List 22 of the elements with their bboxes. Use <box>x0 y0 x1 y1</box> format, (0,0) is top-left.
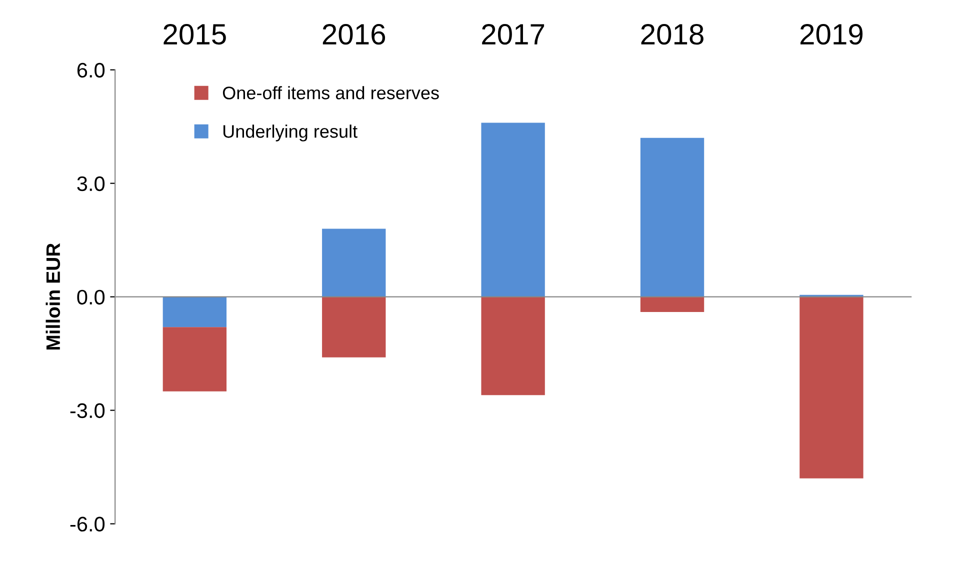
y-tick-label: 6.0 <box>77 62 105 78</box>
x-tick-label: 2019 <box>800 24 863 45</box>
x-tick-label: 2018 <box>641 24 704 45</box>
y-tick-label: 3.0 <box>77 176 105 192</box>
legend-label: One-off items and reserves <box>222 86 439 100</box>
legend-label: Underlying result <box>223 124 358 142</box>
bar <box>162 327 227 392</box>
bar <box>481 122 545 297</box>
bar <box>640 296 704 312</box>
bar <box>800 296 864 478</box>
y-tick-label: -3.0 <box>70 403 105 418</box>
y-tick-label: -6.0 <box>70 516 105 532</box>
y-axis-title: Milloin EUR <box>46 243 60 350</box>
x-tick-label: 2015 <box>164 24 226 45</box>
bar <box>162 296 227 328</box>
x-tick-label: 2016 <box>322 24 386 45</box>
bar <box>481 296 545 396</box>
bar <box>322 296 386 358</box>
bar <box>322 228 386 297</box>
bar <box>640 138 704 297</box>
y-tick-label: 0.0 <box>77 290 105 305</box>
x-tick-label: 2017 <box>482 24 544 45</box>
